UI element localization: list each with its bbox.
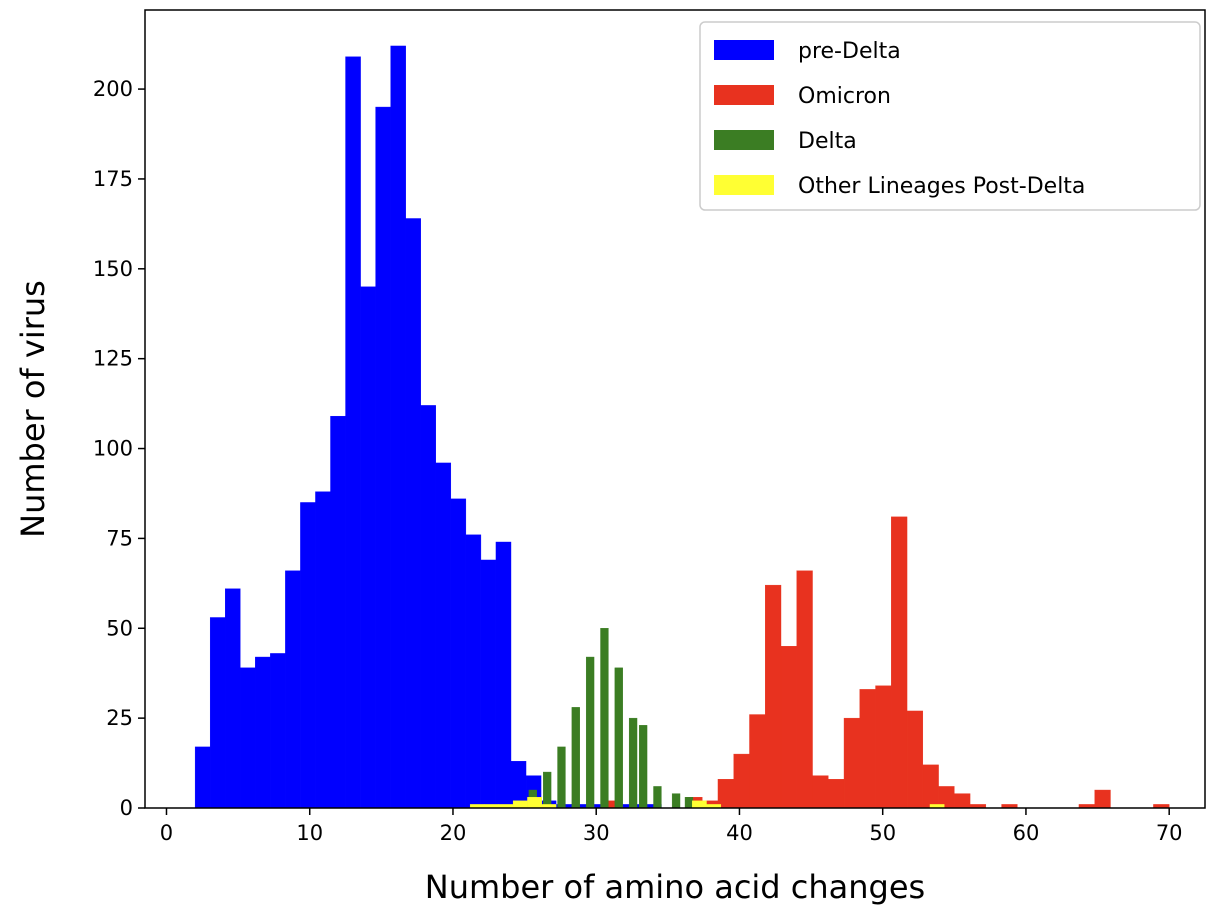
bar	[859, 689, 876, 809]
bar	[954, 793, 971, 809]
bar	[543, 771, 552, 809]
bar	[435, 462, 452, 809]
y-tick-label: 50	[106, 616, 133, 640]
bar	[571, 707, 580, 809]
x-tick-label: 70	[1156, 821, 1183, 845]
x-tick-label: 60	[1013, 821, 1040, 845]
bar	[843, 717, 860, 809]
bar	[527, 797, 542, 809]
x-tick-label: 30	[583, 821, 610, 845]
bar	[390, 45, 406, 809]
y-tick-label: 0	[120, 796, 133, 820]
bar	[420, 405, 436, 809]
bar	[749, 714, 766, 809]
bar	[557, 746, 566, 809]
legend-label: Delta	[798, 129, 857, 154]
bar	[330, 415, 346, 809]
legend-swatch	[714, 175, 774, 195]
bar	[875, 685, 892, 809]
bars-layer	[194, 45, 1170, 809]
x-tick-label: 20	[440, 821, 467, 845]
bar	[796, 570, 813, 809]
bar	[270, 653, 286, 809]
bar	[585, 656, 595, 809]
series-omicron	[603, 516, 1170, 809]
plot-frame	[144, 9, 1206, 809]
legend-swatch	[714, 85, 774, 105]
bar	[891, 516, 908, 809]
legend-label: Omicron	[798, 84, 891, 109]
bar	[906, 710, 924, 809]
bar	[1094, 789, 1111, 809]
bar	[480, 559, 497, 809]
bar	[733, 753, 750, 809]
bar	[691, 800, 707, 809]
bar	[638, 725, 648, 809]
x-tick-label: 10	[296, 821, 323, 845]
bar	[300, 502, 316, 809]
x-axis-title: Number of amino acid changes	[425, 868, 925, 906]
bar	[780, 646, 797, 809]
x-tick-label: 40	[726, 821, 753, 845]
y-axis-title: Number of virus	[14, 280, 52, 538]
y-tick-label: 150	[93, 257, 133, 281]
bar	[225, 588, 241, 809]
legend-box	[699, 21, 1201, 211]
bar	[717, 779, 734, 809]
y-tick-label: 75	[106, 526, 133, 550]
series-other-lineages-post-delta	[469, 797, 945, 809]
bar	[812, 775, 829, 809]
y-tick-label: 100	[93, 437, 133, 461]
bar	[194, 746, 211, 809]
bar	[465, 534, 482, 809]
legend-swatch	[714, 130, 774, 150]
bar	[495, 541, 512, 809]
bar	[653, 786, 662, 809]
legend-label: pre-Delta	[798, 39, 901, 64]
y-axis-ticks: 0 25 50 75 100 125 150 175 200	[93, 77, 145, 820]
bar	[600, 628, 609, 809]
bar	[450, 498, 467, 809]
bar	[360, 286, 376, 809]
bar	[512, 800, 528, 809]
bar	[209, 617, 226, 809]
bar	[671, 793, 681, 809]
series-delta	[512, 628, 709, 809]
bar	[684, 797, 694, 809]
bar	[628, 717, 638, 809]
bar	[315, 491, 331, 809]
bar	[828, 779, 845, 809]
bar	[345, 56, 361, 809]
y-tick-label: 125	[93, 347, 133, 371]
bar	[765, 584, 782, 809]
y-tick-label: 25	[106, 706, 133, 730]
legend: pre-Delta Omicron Delta Other Lineages Post…	[699, 21, 1201, 211]
y-tick-label: 200	[93, 77, 133, 101]
x-axis-ticks: 0 10 20 30 40 50 60 70	[160, 808, 1183, 845]
bar	[255, 656, 271, 809]
series-pre-delta	[194, 45, 662, 809]
bar	[614, 667, 623, 809]
legend-label: Other Lineages Post-Delta	[798, 174, 1085, 199]
bar	[405, 218, 421, 809]
bar	[240, 667, 256, 809]
y-tick-label: 175	[93, 167, 133, 191]
bar	[375, 106, 391, 809]
bar	[922, 764, 939, 809]
x-tick-label: 50	[869, 821, 896, 845]
bar	[285, 570, 301, 809]
legend-swatch	[714, 40, 774, 60]
x-tick-label: 0	[160, 821, 173, 845]
